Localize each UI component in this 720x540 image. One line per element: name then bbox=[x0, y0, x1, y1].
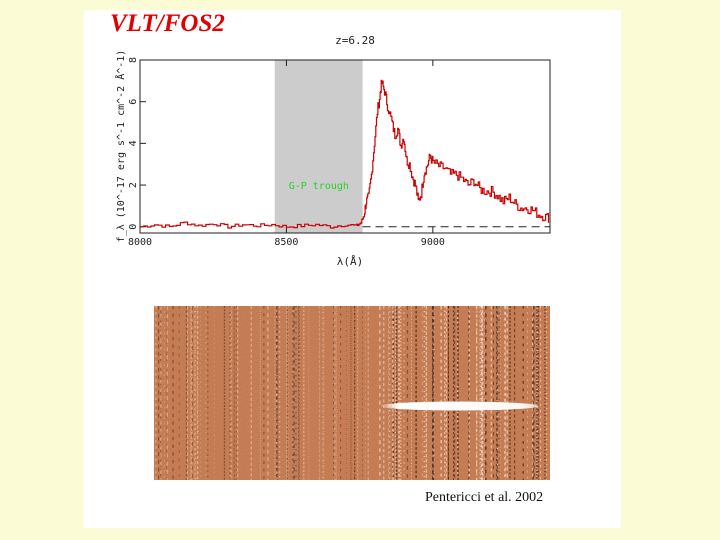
y-tick-label: 2 bbox=[128, 182, 139, 188]
gp-trough-label: G-P trough bbox=[289, 181, 349, 192]
x-tick-label: 8000 bbox=[128, 237, 152, 248]
x-tick-label: 8500 bbox=[274, 237, 298, 248]
x-tick-label: 9000 bbox=[421, 237, 445, 248]
spectrum-series-0 bbox=[140, 79, 550, 229]
redshift-label: z=6.28 bbox=[335, 34, 375, 47]
y-tick-label: 6 bbox=[128, 99, 139, 105]
2d-spectrum-image bbox=[154, 306, 550, 480]
y-tick-label: 4 bbox=[128, 140, 139, 146]
citation: Pentericci et al. 2002 bbox=[425, 490, 544, 505]
gp-trough-region bbox=[274, 60, 363, 233]
y-tick-label: 0 bbox=[128, 224, 139, 230]
plot-frame bbox=[139, 59, 551, 234]
x-axis-label: λ(Å) bbox=[337, 255, 364, 268]
object-trace bbox=[379, 401, 539, 411]
y-tick-label: 8 bbox=[128, 57, 139, 63]
figure-title: VLT/FOS2 bbox=[110, 10, 225, 37]
y-axis-label: f_λ (10^-17 erg s^-1 cm^-2 Å^-1) bbox=[114, 50, 127, 243]
